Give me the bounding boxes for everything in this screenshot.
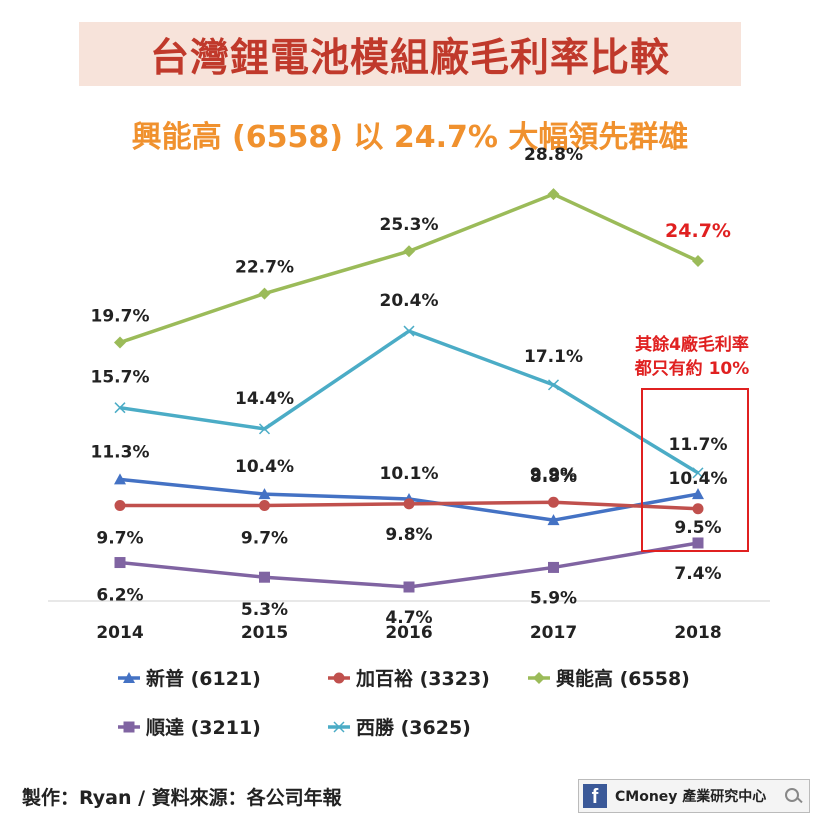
data-label: 19.7%: [91, 306, 150, 326]
x-tick-label: 2017: [530, 623, 577, 643]
annotation-line-2: 都只有約 10%: [634, 358, 750, 379]
page-title: 台灣鋰電池模組廠毛利率比較: [149, 36, 670, 81]
data-point: [547, 188, 560, 201]
data-label: 9.9%: [530, 465, 577, 485]
page-subtitle: 興能高 (6558) 以 24.7% 大幅領先群雄: [131, 120, 689, 155]
data-point: [692, 254, 704, 267]
data-point: [403, 498, 415, 510]
legend-label: 順達 (3211): [146, 716, 261, 739]
data-label: 15.7%: [91, 368, 150, 388]
series-line: [119, 541, 699, 589]
data-point: [258, 488, 271, 500]
data-point: [692, 467, 704, 479]
data-label: 17.1%: [524, 347, 583, 367]
data-point: [114, 473, 126, 485]
legend-label: 新普 (6121): [146, 667, 261, 690]
data-point: [547, 514, 560, 526]
data-label: 9.7%: [96, 528, 143, 548]
data-label: 6.2%: [96, 586, 143, 606]
data-label: 11.7%: [669, 435, 728, 455]
data-label: 5.9%: [530, 588, 577, 608]
data-label: 28.8%: [524, 145, 583, 165]
data-label: 20.4%: [380, 291, 439, 311]
annotation-line-1: 其餘4廠毛利率: [635, 334, 749, 355]
data-label: 5.3%: [241, 600, 288, 620]
data-label: 9.8%: [385, 525, 432, 545]
data-point: [259, 571, 270, 583]
data-point: [259, 499, 270, 511]
data-point: [114, 499, 126, 511]
data-point: [114, 557, 126, 569]
data-label: 11.3%: [91, 442, 150, 462]
data-point: [114, 402, 126, 414]
data-point: [403, 325, 415, 337]
x-tick-label: 2018: [674, 623, 721, 643]
highlight-box: [641, 388, 749, 552]
data-point: [692, 488, 704, 500]
data-point: [258, 287, 271, 300]
legend-marker: [333, 672, 345, 684]
data-point: [114, 336, 126, 349]
series-line: [119, 329, 699, 475]
data-label: 10.4%: [669, 469, 728, 489]
data-label: 8.8%: [530, 467, 577, 487]
data-point: [403, 581, 415, 593]
legend-marker: [533, 672, 545, 684]
data-label: 25.3%: [380, 215, 439, 235]
data-label: 22.7%: [235, 258, 294, 278]
data-point: [548, 496, 559, 508]
x-tick-label: 2016: [385, 623, 432, 643]
brand-badge[interactable]: f CMoney 產業研究中心: [578, 779, 810, 813]
legend-label: 興能高 (6558): [556, 667, 690, 690]
legend-marker: [123, 672, 135, 683]
data-label: 10.1%: [380, 464, 439, 484]
data-label: 24.7%: [665, 220, 731, 242]
data-point: [548, 561, 559, 573]
data-label: 9.7%: [241, 528, 288, 548]
data-label: 10.4%: [235, 457, 294, 477]
title-background: [79, 22, 741, 86]
data-point: [692, 503, 704, 515]
data-label: 7.4%: [674, 564, 721, 584]
facebook-icon: f: [583, 784, 607, 808]
data-point: [258, 423, 271, 435]
x-tick-label: 2015: [241, 623, 288, 643]
data-point: [403, 245, 415, 258]
data-label: 9.5%: [674, 518, 721, 538]
brand-name: CMoney 產業研究中心: [615, 789, 767, 805]
data-label: 4.7%: [385, 608, 432, 628]
source-credit: 製作：Ryan / 資料來源：各公司年報: [22, 787, 342, 809]
search-icon[interactable]: [783, 786, 803, 806]
legend-label: 西勝 (3625): [356, 716, 471, 739]
data-point: [692, 537, 704, 549]
data-point: [547, 379, 560, 391]
data-label: 14.4%: [235, 389, 294, 409]
legend-marker: [123, 721, 135, 733]
legend-label: 加百裕 (3323): [355, 667, 490, 690]
legend-marker: [333, 721, 345, 733]
x-tick-label: 2014: [96, 623, 143, 643]
